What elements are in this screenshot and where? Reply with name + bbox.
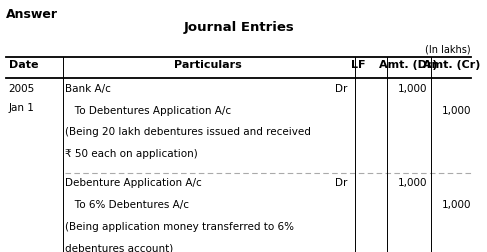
Text: 1,000: 1,000 [442,200,471,210]
Text: To Debentures Application A/c: To Debentures Application A/c [65,106,231,115]
Text: 1,000: 1,000 [442,106,471,115]
Text: Particulars: Particulars [174,60,242,70]
Text: Bank A/c: Bank A/c [65,84,112,94]
Text: (In lakhs): (In lakhs) [426,45,471,55]
Text: 2005: 2005 [8,84,35,94]
Text: Amt. (Dr): Amt. (Dr) [379,60,437,70]
Text: ₹ 50 each on application): ₹ 50 each on application) [65,149,198,159]
Text: LF: LF [351,60,366,70]
Text: Dr: Dr [336,84,348,94]
Text: Journal Entries: Journal Entries [183,21,294,34]
Text: Amt. (Cr): Amt. (Cr) [423,60,481,70]
Text: 1,000: 1,000 [397,84,427,94]
Text: Date: Date [8,60,38,70]
Text: Jan 1: Jan 1 [8,103,35,113]
Text: Dr: Dr [336,178,348,188]
Text: To 6% Debentures A/c: To 6% Debentures A/c [65,200,189,210]
Text: debentures account): debentures account) [65,243,174,252]
Text: (Being 20 lakh debentures issued and received: (Being 20 lakh debentures issued and rec… [65,127,311,137]
Text: Debenture Application A/c: Debenture Application A/c [65,178,202,188]
Text: Answer: Answer [6,8,58,21]
Text: 1,000: 1,000 [397,178,427,188]
Text: (Being application money transferred to 6%: (Being application money transferred to … [65,222,295,232]
